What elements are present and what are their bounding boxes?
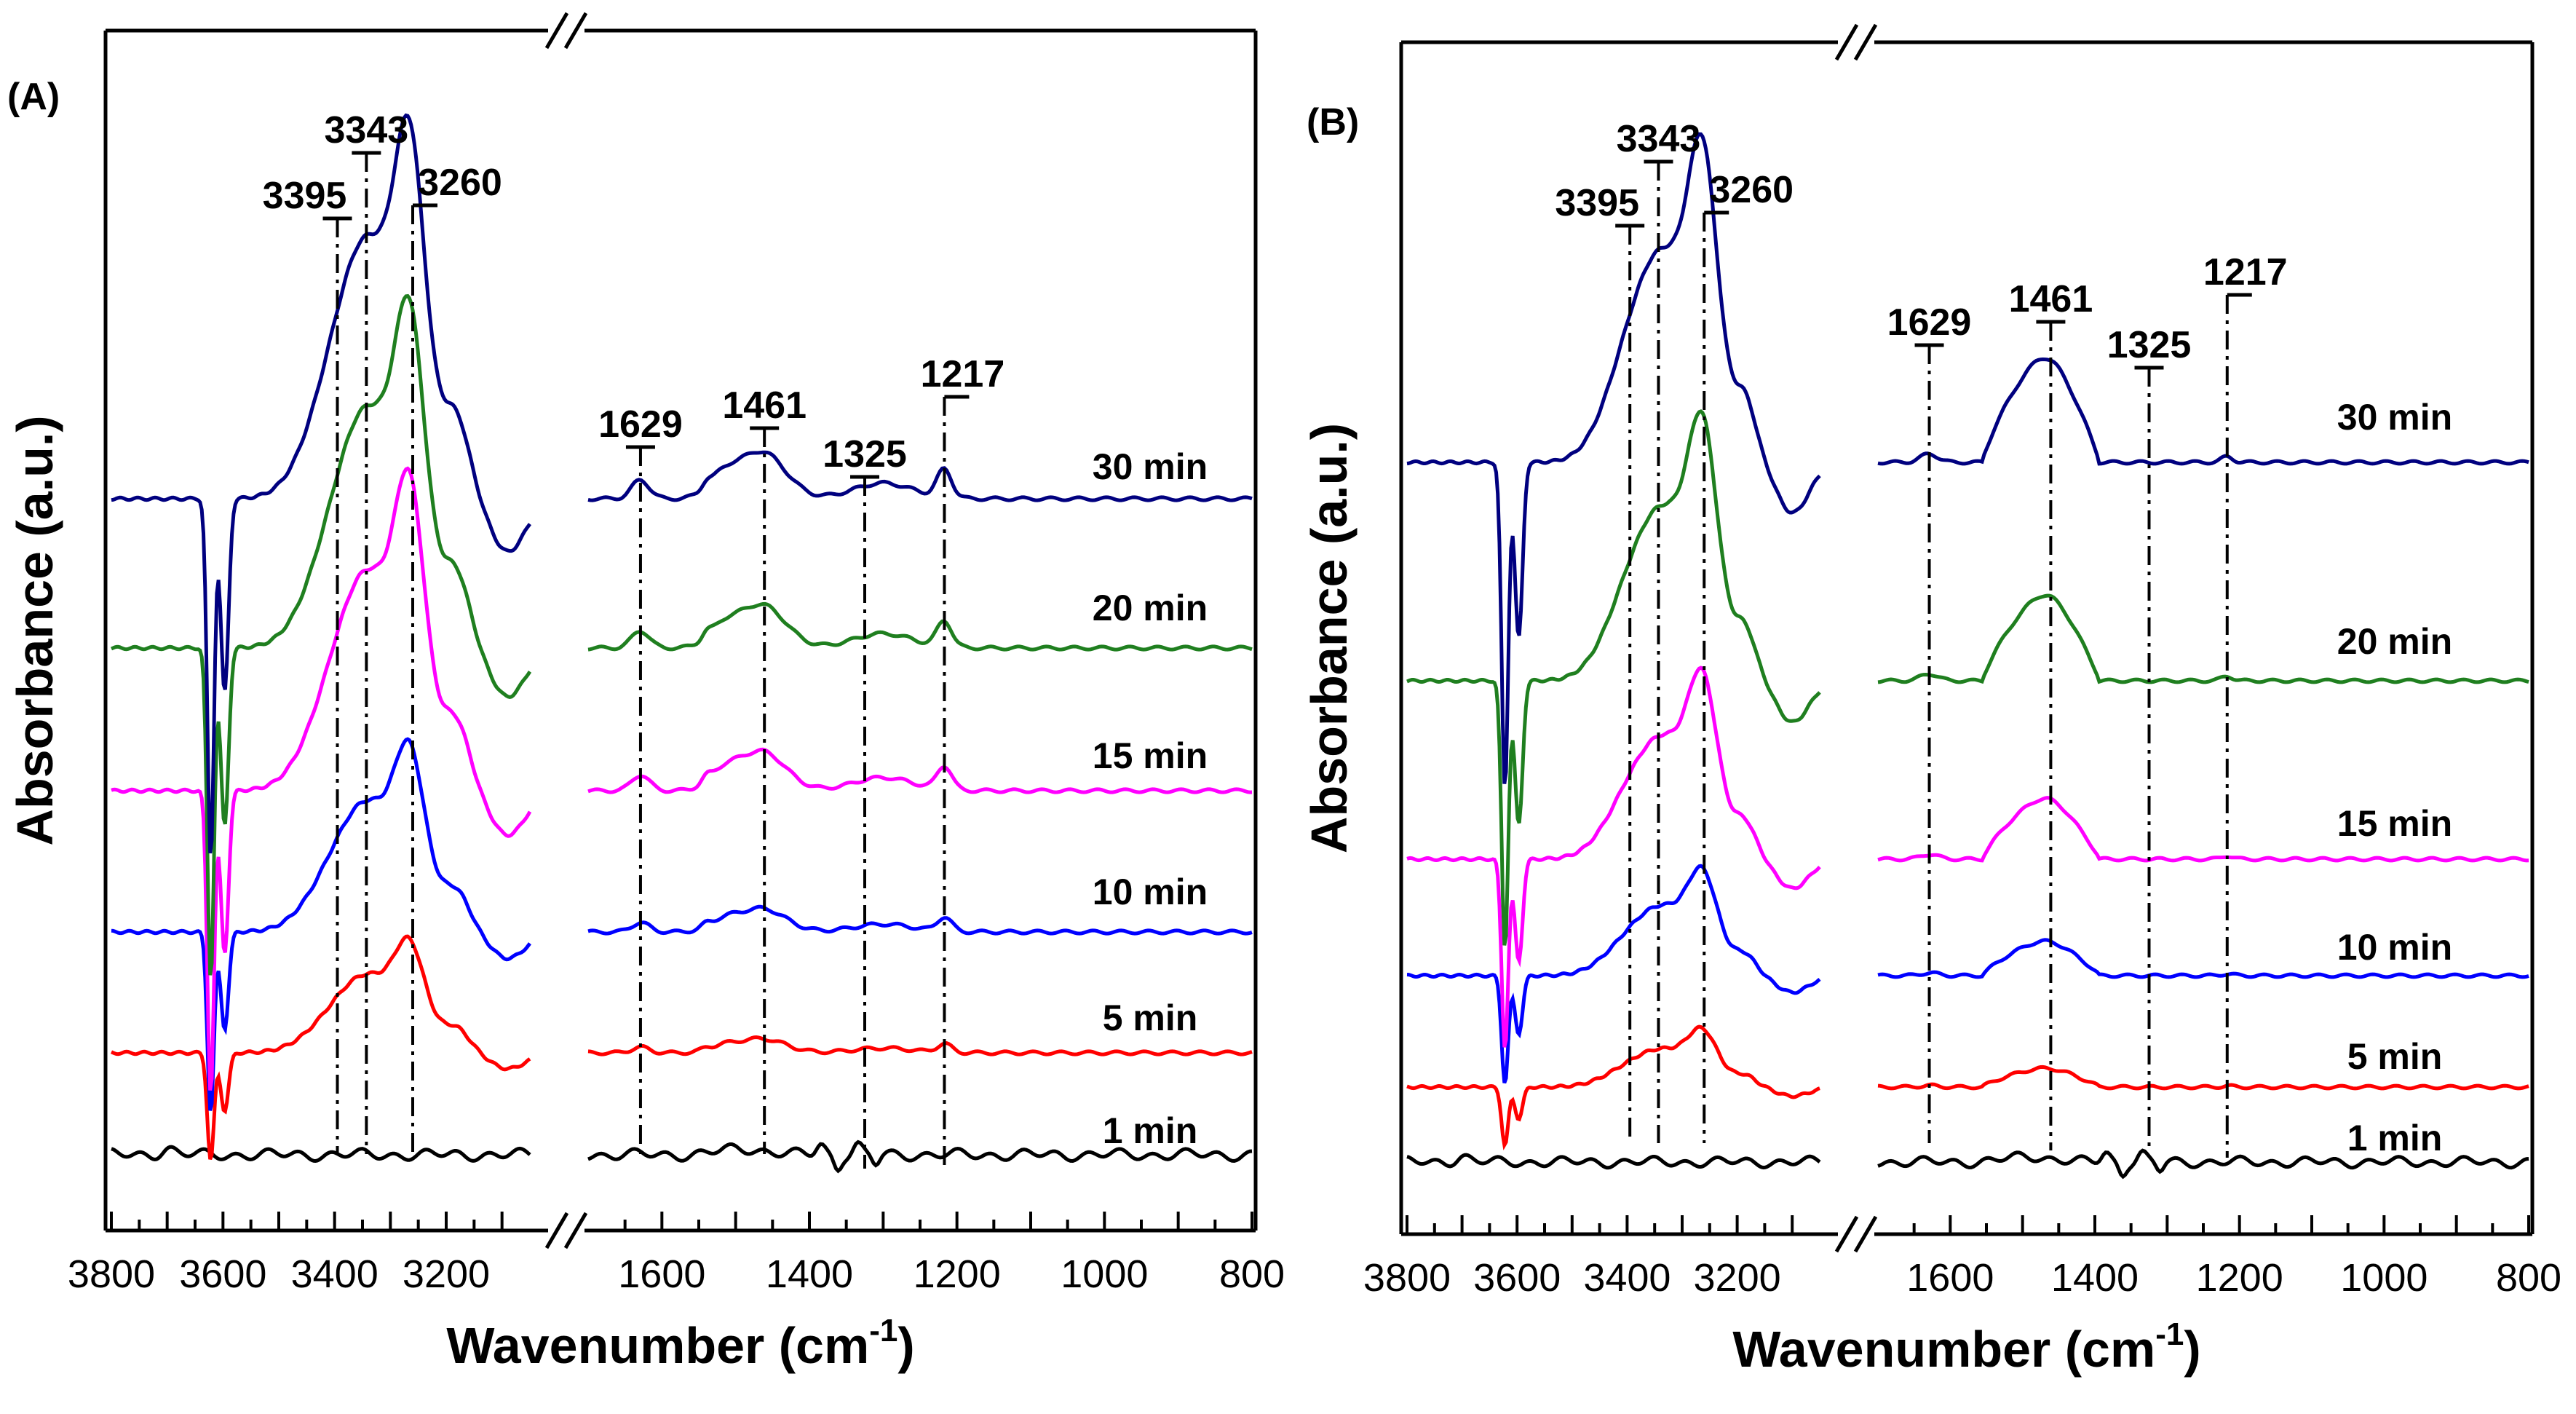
y-axis-title: Absorbance (a.u.) <box>1301 423 1358 853</box>
peak-label-1629: 1629 <box>598 403 683 446</box>
panel-label: (A) <box>7 76 60 118</box>
series-1-line-low <box>587 1035 1253 1056</box>
series-1-line-low <box>1877 1065 2529 1091</box>
series-0-line-low <box>587 1140 1253 1174</box>
series-2-line-low <box>587 904 1253 936</box>
top-axis-break-mark <box>1834 23 1859 61</box>
x-tick-label: 1200 <box>914 1252 1001 1296</box>
x-tick-label: 3200 <box>403 1252 490 1296</box>
series-2-line-low <box>1877 938 2529 979</box>
x-axis-title-superscript: -1 <box>2155 1316 2184 1352</box>
x-axis-title-close: ) <box>897 1317 914 1374</box>
series-0-line-high <box>1406 1153 1821 1170</box>
bottom-axis-break-mark <box>563 1212 588 1249</box>
x-tick-label: 1200 <box>2196 1256 2283 1300</box>
x-tick-label: 3400 <box>1583 1256 1671 1300</box>
x-tick-label: 800 <box>2496 1256 2561 1300</box>
series-4-line-low <box>1877 593 2529 684</box>
x-axis-title-main: Wavenumber (cm <box>446 1317 869 1374</box>
x-tick-label: 1000 <box>1061 1252 1148 1296</box>
series-3-label: 15 min <box>1093 735 1208 776</box>
peak-label-3395: 3395 <box>1555 182 1639 224</box>
series-4-line-high <box>1406 409 1821 946</box>
x-axis-title: Wavenumber (cm-1) <box>446 1313 914 1374</box>
series-1-line-high <box>1406 1024 1820 1150</box>
x-tick-label: 3800 <box>68 1252 155 1296</box>
series-5-line-low <box>1877 357 2529 466</box>
series-5-line-low <box>587 450 1253 502</box>
peak-label-3395: 3395 <box>263 175 347 217</box>
x-axis-title-close: ) <box>2184 1321 2200 1378</box>
panel-label: (B) <box>1307 101 1359 143</box>
peak-label-1629: 1629 <box>1887 301 1972 344</box>
peak-label-3343: 3343 <box>1617 118 1701 160</box>
top-axis-break-mark <box>1853 23 1878 61</box>
series-1-line-high <box>111 934 531 1161</box>
x-tick-label: 3600 <box>179 1252 266 1296</box>
series-3-line-low <box>1877 796 2529 863</box>
series-5-label: 30 min <box>1093 446 1208 487</box>
x-axis-title-main: Wavenumber (cm <box>1732 1321 2155 1378</box>
x-tick-label: 3400 <box>291 1252 379 1296</box>
bottom-axis-break-mark <box>544 1212 569 1249</box>
x-tick-label: 1400 <box>766 1252 853 1296</box>
peak-label-1325: 1325 <box>2107 324 2192 366</box>
series-4-line-low <box>587 601 1253 652</box>
series-0-line-low <box>1877 1148 2529 1180</box>
series-4-label: 20 min <box>2337 621 2452 662</box>
series-3-line-high <box>1406 665 1821 1048</box>
x-tick-label: 1400 <box>2051 1256 2139 1300</box>
panel-a: 3800 3600 3400 3200 1600 1400 1200 1000 800 Waven… <box>7 12 1285 1374</box>
series-0-line-high <box>111 1145 531 1164</box>
y-axis-title: Absorbance (a.u.) <box>7 415 63 845</box>
x-tick-label: 1000 <box>2340 1256 2428 1300</box>
series-1-label: 5 min <box>2347 1036 2443 1077</box>
x-tick-label: 800 <box>1219 1252 1285 1296</box>
x-tick-label: 1600 <box>1906 1256 1994 1300</box>
series-0-label: 1 min <box>1103 1110 1198 1151</box>
peak-label-1461: 1461 <box>2009 278 2093 320</box>
series-5-line-high <box>111 113 532 854</box>
series-3-line-low <box>587 747 1253 794</box>
series-5-line-high <box>1406 132 1821 784</box>
peak-label-1217: 1217 <box>2203 251 2288 293</box>
peak-label-1325: 1325 <box>823 433 907 475</box>
peak-label-1217: 1217 <box>921 353 1005 395</box>
series-5-label: 30 min <box>2337 397 2452 438</box>
series-3-label: 15 min <box>2337 803 2452 844</box>
x-tick-label: 3800 <box>1363 1256 1451 1300</box>
top-axis-break-mark <box>563 12 588 50</box>
series-4-label: 20 min <box>1093 588 1208 628</box>
series-2-line-high <box>1406 864 1821 1084</box>
peak-label-1461: 1461 <box>722 384 807 427</box>
top-axis-break-mark <box>544 12 569 50</box>
peak-label-3343: 3343 <box>325 109 409 151</box>
bottom-axis-break-mark <box>1834 1215 1859 1253</box>
x-tick-label: 3200 <box>1694 1256 1781 1300</box>
x-tick-label: 1600 <box>618 1252 705 1296</box>
series-3-line-high <box>111 466 532 1091</box>
series-1-label: 5 min <box>1103 998 1198 1038</box>
series-2-line-high <box>111 737 531 1111</box>
series-2-label: 10 min <box>1093 872 1208 912</box>
panel-b: 3800 3600 3400 3200 1600 1400 1200 1000 800 Waven… <box>1301 23 2561 1378</box>
bottom-axis-break-mark <box>1853 1215 1878 1253</box>
series-4-line-high <box>111 293 532 976</box>
series-2-label: 10 min <box>2337 927 2452 968</box>
peak-label-3260: 3260 <box>418 162 502 204</box>
x-axis-title: Wavenumber (cm-1) <box>1732 1316 2200 1378</box>
x-axis-title-superscript: -1 <box>869 1313 897 1348</box>
peak-label-3260: 3260 <box>1709 169 1794 211</box>
x-tick-label: 3600 <box>1473 1256 1561 1300</box>
series-0-label: 1 min <box>2347 1118 2443 1158</box>
